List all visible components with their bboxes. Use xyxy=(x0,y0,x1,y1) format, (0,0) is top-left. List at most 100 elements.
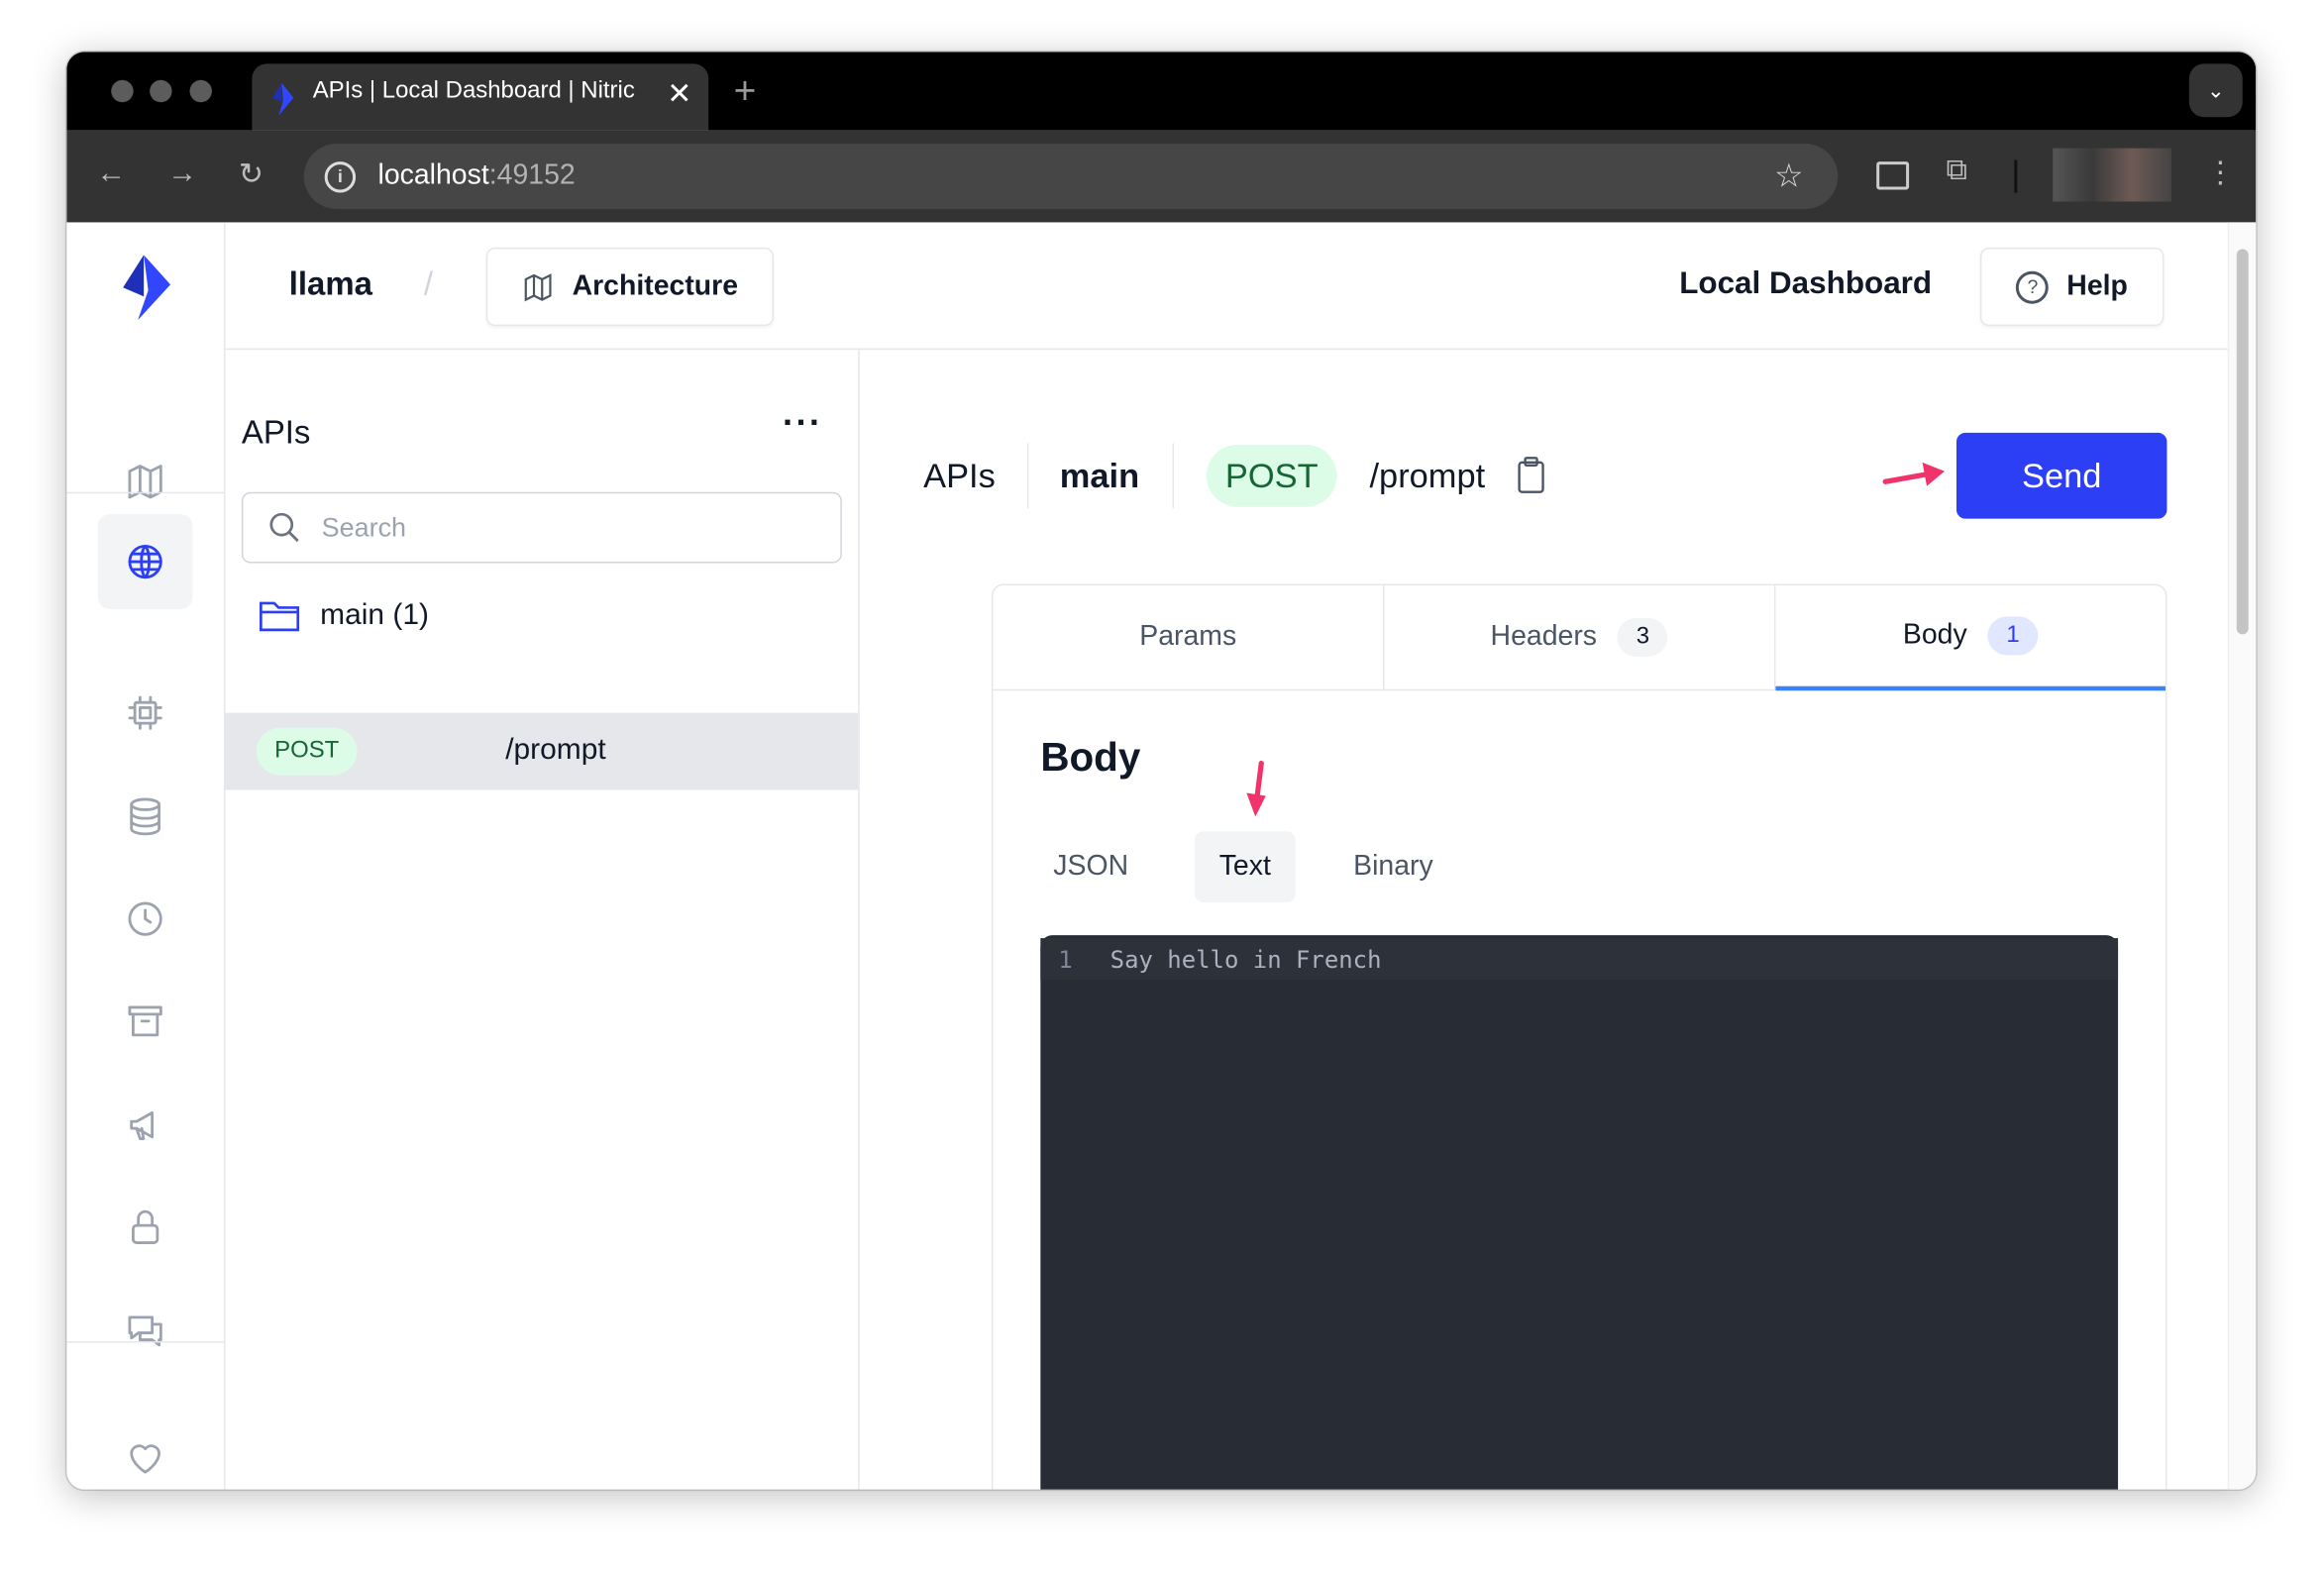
map-icon xyxy=(524,272,552,301)
architecture-label: Architecture xyxy=(572,270,739,302)
new-tab-icon[interactable]: + xyxy=(733,67,757,113)
sidebar-item-sponsor[interactable] xyxy=(107,1419,184,1489)
annotation-arrow-icon xyxy=(1882,462,1946,486)
sidebar-item-services[interactable] xyxy=(107,675,184,752)
sidebar-item-schedules[interactable] xyxy=(107,881,184,958)
architecture-button[interactable]: Architecture xyxy=(485,247,775,327)
extensions-icon[interactable]: ⧉ xyxy=(1946,154,1967,187)
lock-icon xyxy=(132,1209,159,1244)
browser-window: APIs | Local Dashboard | Nitric ✕ + ⌄ ← … xyxy=(66,52,2257,1490)
back-icon[interactable]: ← xyxy=(96,157,127,190)
dashboard-title: Local Dashboard xyxy=(1679,266,1933,301)
url-port: :49152 xyxy=(488,159,576,192)
route-path: /prompt xyxy=(1369,456,1486,495)
tab-headers[interactable]: Headers 3 xyxy=(1384,584,1776,689)
maximize-window-button[interactable] xyxy=(189,79,212,103)
database-icon xyxy=(130,797,160,836)
browser-menu-icon[interactable]: ⋮ xyxy=(2205,157,2236,190)
archive-icon xyxy=(128,1005,162,1037)
bookmark-star-icon[interactable]: ☆ xyxy=(1773,157,1804,195)
request-panel: APIs main POST /prompt Send Params Heade… xyxy=(860,350,2228,1490)
cpu-icon xyxy=(128,695,162,730)
api-folder-main[interactable]: main (1) xyxy=(258,597,429,633)
minimize-window-button[interactable] xyxy=(150,79,172,103)
browser-tab[interactable]: APIs | Local Dashboard | Nitric ✕ xyxy=(252,63,709,131)
apis-panel: APIs ··· Search main (1) POST /prompt xyxy=(225,350,860,1490)
rail-divider xyxy=(66,1341,224,1343)
clock-icon xyxy=(128,901,162,936)
close-tab-icon[interactable]: ✕ xyxy=(667,78,692,112)
rail-divider xyxy=(66,491,224,494)
folder-icon xyxy=(259,601,300,632)
clipboard-icon[interactable] xyxy=(1517,457,1546,495)
count-badge: 1 xyxy=(1987,616,2039,656)
tab-title: APIs | Local Dashboard | Nitric xyxy=(312,78,635,104)
sidebar-item-websockets[interactable] xyxy=(107,1291,184,1368)
site-info-icon[interactable]: i xyxy=(324,161,357,193)
help-label: Help xyxy=(2066,270,2128,302)
nitric-logo[interactable] xyxy=(119,255,175,321)
megaphone-icon xyxy=(130,1111,155,1140)
sidebar-item-topics[interactable] xyxy=(107,1087,184,1164)
sidebar-item-secrets[interactable] xyxy=(107,1189,184,1266)
search-placeholder: Search xyxy=(321,512,407,543)
search-input[interactable]: Search xyxy=(241,491,842,564)
sidebar-item-architecture[interactable] xyxy=(107,443,184,520)
body-type-json[interactable]: JSON xyxy=(1053,850,1129,883)
tab-body[interactable]: Body 1 xyxy=(1775,585,2166,691)
map-icon xyxy=(128,465,162,499)
page-scrollbar[interactable] xyxy=(2227,222,2257,1490)
line-text: Say hello in French xyxy=(1109,945,1382,975)
nitric-favicon-icon xyxy=(272,82,294,116)
url-host: localhost xyxy=(377,159,489,192)
reading-mode-icon[interactable] xyxy=(1876,161,1910,190)
profile-avatar[interactable] xyxy=(2053,148,2171,202)
scrollbar-thumb[interactable] xyxy=(2236,249,2249,635)
help-button[interactable]: ? Help xyxy=(1979,247,2165,327)
request-card: Params Headers 3 Body 1 Body JSON Text Bin… xyxy=(991,583,2167,1490)
breadcrumb-apis: APIs xyxy=(923,456,996,495)
more-options-icon[interactable]: ··· xyxy=(782,402,823,444)
sidebar-item-databases[interactable] xyxy=(107,779,184,856)
breadcrumb-api-name: main xyxy=(1059,456,1140,495)
sidebar-item-apis[interactable] xyxy=(97,514,193,609)
forward-icon[interactable]: → xyxy=(167,157,197,190)
send-button[interactable]: Send xyxy=(1955,432,2167,519)
search-icon xyxy=(269,512,299,543)
toolbar-divider xyxy=(2014,159,2018,193)
heart-icon xyxy=(130,1444,160,1474)
body-type-text[interactable]: Text xyxy=(1194,831,1296,903)
tab-search-button[interactable]: ⌄ xyxy=(2188,63,2243,118)
breadcrumb-divider xyxy=(1026,443,1029,509)
body-editor[interactable]: 1 Say hello in French xyxy=(1040,935,2119,1490)
tab-params[interactable]: Params xyxy=(993,584,1385,689)
address-bar[interactable]: i localhost:49152 ☆ xyxy=(303,144,1839,209)
active-line: 1 Say hello in French xyxy=(1040,938,2119,980)
tab-bar: APIs | Local Dashboard | Nitric ✕ + ⌄ xyxy=(66,52,2257,131)
reload-icon[interactable]: ↻ xyxy=(238,158,264,192)
icon-sidebar xyxy=(66,222,226,1490)
annotation-arrow-icon xyxy=(1246,760,1266,817)
app-header: llama / Architecture Local Dashboard ? H… xyxy=(225,222,2228,351)
tab-label: Headers xyxy=(1490,620,1598,653)
tab-label: Params xyxy=(1139,620,1237,653)
browser-toolbar: ← → ↻ i localhost:49152 ☆ ⧉ ⋮ xyxy=(66,130,2257,223)
help-icon: ? xyxy=(2016,270,2050,303)
folder-label: main (1) xyxy=(320,597,429,631)
breadcrumb-separator: / xyxy=(423,264,434,303)
method-badge: POST xyxy=(256,727,358,776)
sidebar-item-storage[interactable] xyxy=(107,983,184,1060)
method-badge: POST xyxy=(1206,444,1337,507)
line-number: 1 xyxy=(1058,945,1073,975)
close-window-button[interactable] xyxy=(111,79,134,103)
request-tabs: Params Headers 3 Body 1 xyxy=(993,584,2166,691)
body-heading: Body xyxy=(1040,735,1141,781)
chat-icon xyxy=(128,1315,162,1347)
route-item[interactable]: POST /prompt xyxy=(225,712,859,790)
route-path: /prompt xyxy=(505,733,606,767)
body-type-binary[interactable]: Binary xyxy=(1353,850,1433,883)
breadcrumb-divider xyxy=(1172,443,1174,509)
count-badge: 3 xyxy=(1617,617,1668,657)
project-name: llama xyxy=(288,264,372,303)
globe-icon xyxy=(128,544,162,579)
